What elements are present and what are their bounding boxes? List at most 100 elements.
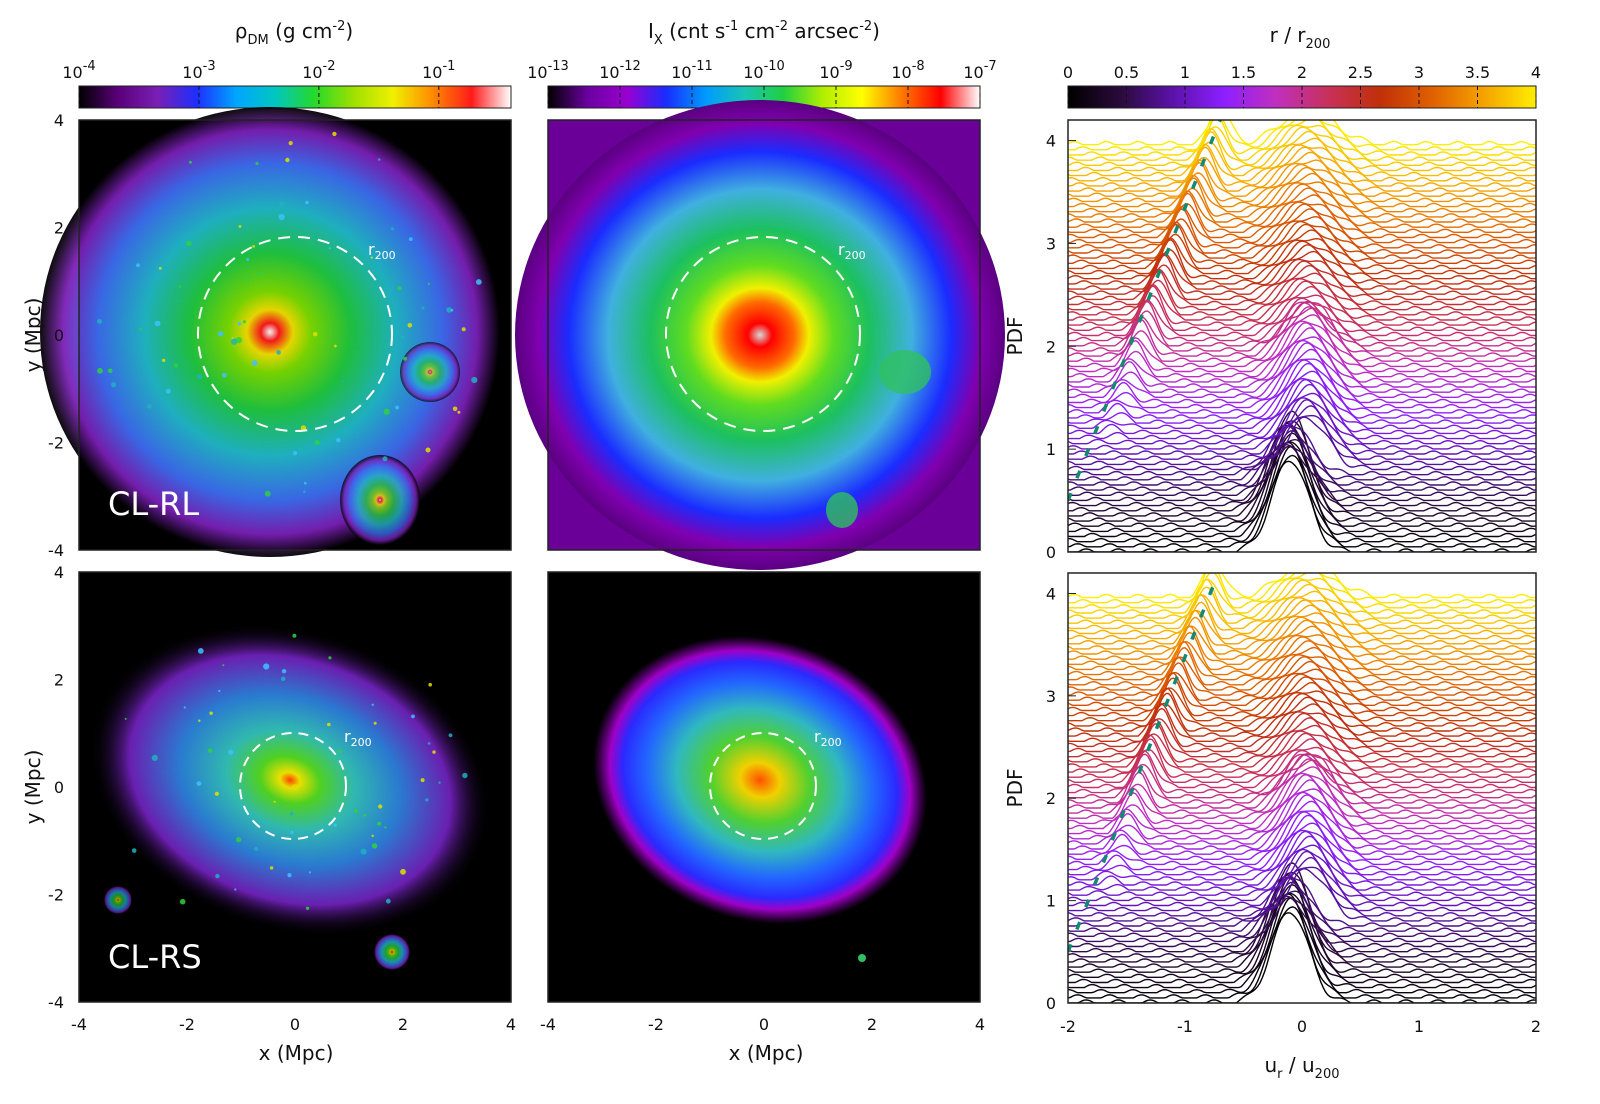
- colorbar-tick-label: 10-9: [819, 59, 852, 82]
- pdf-curve: [1068, 672, 1536, 712]
- substructure-dot: [222, 664, 225, 667]
- substructure-dot: [178, 299, 181, 302]
- substructure-dot: [378, 804, 383, 809]
- pdf-curve: [1068, 604, 1536, 645]
- pdf-curve: [1068, 183, 1536, 223]
- substructure-dot: [400, 868, 406, 875]
- pdf-curve: [1068, 625, 1536, 666]
- substructure-dot: [461, 327, 466, 332]
- substructure-dot: [217, 331, 224, 337]
- colorbar-tick-label: 10-7: [963, 59, 996, 82]
- pdf-curve: [1068, 811, 1536, 866]
- pdf-curve: [1068, 244, 1536, 285]
- substructure-dot: [300, 425, 307, 431]
- substructure-dot: [257, 271, 262, 276]
- colorbar-radius: r / r200 0 0.5 1 1.5 2 2.5 3 3.5 4: [1063, 23, 1541, 109]
- x-tick-label: 4: [506, 1015, 516, 1034]
- x-tick-label: 4: [975, 1015, 985, 1034]
- pdf-curve: [1068, 897, 1536, 994]
- substructure-dot: [420, 778, 425, 783]
- pdf-curve: [1068, 220, 1536, 259]
- substructure-dot: [288, 141, 293, 146]
- pdf-y-tick-label: 3: [1046, 687, 1056, 706]
- pdf-curve: [1068, 229, 1536, 270]
- colorbar-tick-label: 0.5: [1114, 63, 1139, 82]
- pdf-x-tick-label: 2: [1531, 1017, 1541, 1036]
- colorbar-tick-label: 2.5: [1348, 63, 1373, 82]
- substructure-dot: [179, 898, 186, 905]
- y-tick-label: -2: [48, 886, 64, 905]
- pdf-curve: [1068, 120, 1536, 146]
- x-tick-label: 0: [290, 1015, 300, 1034]
- colorbar-xray-title: IX (cnt s-1 cm-2 arcsec-2): [648, 19, 880, 48]
- pdf-curve: [1068, 687, 1536, 727]
- pdf-curve: [1068, 307, 1536, 347]
- pdf-curve: [1068, 342, 1536, 399]
- pdf-curve: [1068, 779, 1536, 835]
- substructure-dot: [178, 285, 182, 288]
- pdf-curve: [1068, 187, 1536, 228]
- panel-xray-rs: r200: [547, 571, 981, 1003]
- panel-frame: [547, 571, 981, 1003]
- pdf-curve: [1068, 758, 1536, 814]
- substructure-dot: [395, 405, 399, 410]
- panel-pdf-rs: [1067, 572, 1537, 1004]
- xray-rs-clump: [858, 954, 866, 962]
- dm-rl-subhalo: [340, 455, 420, 545]
- colorbar-dm: ρDM (g cm-2) 10-4 10-3 10-2 10-1: [62, 19, 512, 109]
- pdf-curve: [1068, 850, 1536, 907]
- substructure-dot: [196, 781, 202, 786]
- substructure-dot: [427, 742, 431, 745]
- pdf-y-tick-label: 0: [1046, 994, 1056, 1013]
- substructure-dot: [371, 703, 374, 706]
- pdf-curve: [1068, 254, 1536, 295]
- pdf-curve: [1068, 732, 1536, 773]
- substructure-dot: [196, 374, 203, 380]
- pdf-curve: [1068, 120, 1536, 156]
- pdf-curve: [1068, 223, 1536, 264]
- pdf-curve: [1068, 895, 1536, 948]
- substructure-dot: [278, 201, 285, 207]
- substructure-dot: [425, 798, 429, 802]
- pdf-curve: [1068, 441, 1536, 533]
- substructure-dot: [151, 754, 158, 762]
- substructure-dot: [207, 748, 213, 753]
- x-tick-label: 0: [759, 1015, 769, 1034]
- substructure-dot: [390, 227, 394, 231]
- substructure-dot: [136, 263, 140, 268]
- substructure-dot: [360, 848, 367, 855]
- substructure-dot: [251, 360, 258, 366]
- substructure-dot: [97, 318, 103, 324]
- x-tick-label: 2: [867, 1015, 877, 1034]
- panel-dm-rl: r200 CL-RL: [40, 107, 512, 557]
- substructure-dot: [292, 451, 298, 456]
- pdf-curve: [1068, 166, 1536, 208]
- colorbar-radius-title: r / r200: [1270, 23, 1331, 52]
- pdf-curve: [1068, 573, 1536, 609]
- pdf-curve: [1068, 830, 1536, 886]
- x-tick-label: -2: [648, 1015, 664, 1034]
- colorbar-tick-label: 10-2: [302, 59, 335, 82]
- pdf-curve: [1068, 327, 1536, 383]
- substructure-dot: [313, 332, 318, 337]
- substructure-dot: [382, 456, 388, 462]
- substructure-dot: [450, 309, 454, 312]
- substructure-dot: [337, 749, 342, 754]
- pdf-curve: [1068, 269, 1536, 311]
- r200-label: r200: [814, 727, 842, 749]
- panel-dm-rs: r200 CL-RS: [78, 571, 512, 1003]
- pdf-x-tick-label: -1: [1177, 1017, 1193, 1036]
- pdf-curve: [1068, 753, 1536, 804]
- pdf-curve: [1068, 578, 1536, 619]
- pdf-curve: [1068, 306, 1536, 362]
- substructure-dot: [158, 266, 162, 270]
- pdf-y-label-bottom: PDF: [1003, 769, 1027, 808]
- substructure-dot: [448, 733, 453, 738]
- colorbar-xray: IX (cnt s-1 cm-2 arcsec-2) 10-13 10-12 10-…: [527, 19, 997, 109]
- substructure-dot: [328, 247, 331, 250]
- substructure-dot: [254, 846, 259, 852]
- substructure-dot: [231, 338, 238, 345]
- colorbar-tick-label: 10-12: [599, 59, 641, 82]
- pdf-curve: [1068, 414, 1536, 466]
